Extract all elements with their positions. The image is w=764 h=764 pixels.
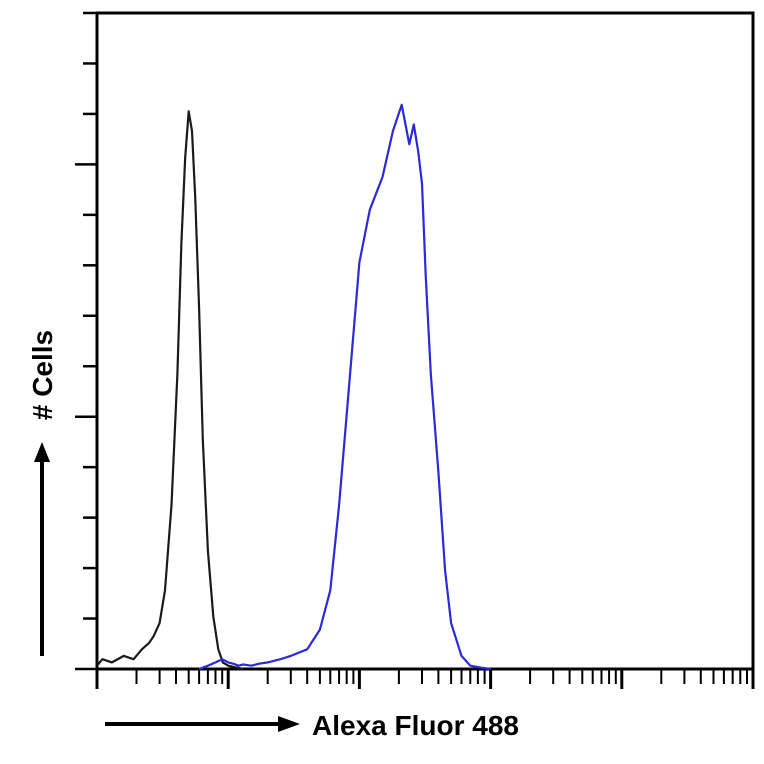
control-histogram-line xyxy=(96,110,244,671)
y-axis-arrow-head xyxy=(34,442,50,462)
x-axis-arrow-head xyxy=(278,716,300,732)
x-axis-label: Alexa Fluor 488 xyxy=(312,710,519,741)
series-layer xyxy=(96,103,491,671)
stained-histogram-line xyxy=(198,103,491,671)
y-axis-ticks xyxy=(75,11,97,671)
plot-frame xyxy=(95,11,755,671)
x-axis-ticks xyxy=(95,669,755,689)
y-axis-label: # Cells xyxy=(27,330,58,420)
